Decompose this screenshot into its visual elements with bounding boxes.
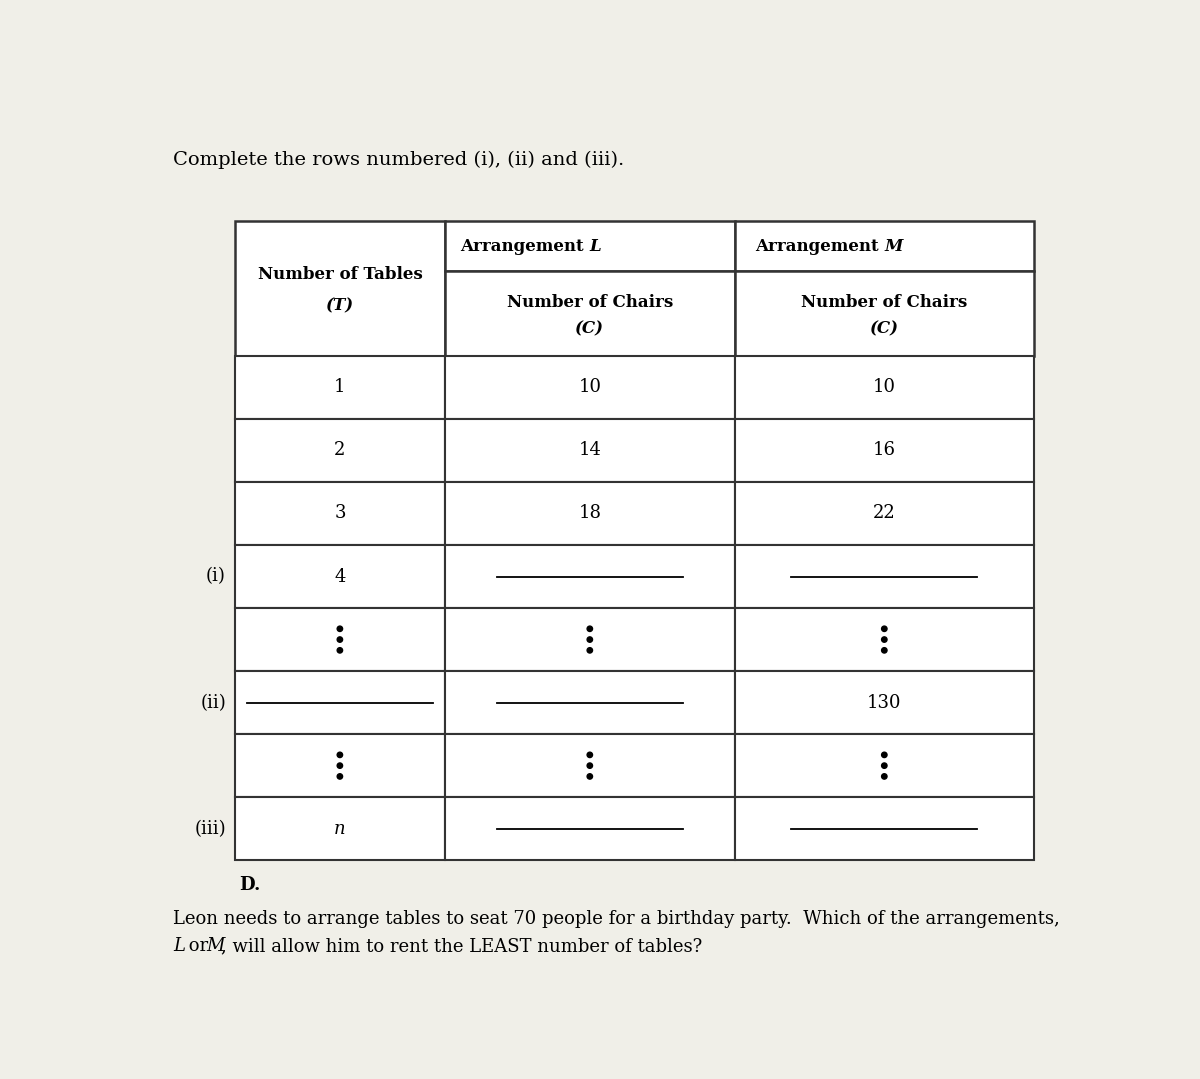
Bar xyxy=(444,545,736,609)
Text: , will allow him to rent the LEAST number of tables?: , will allow him to rent the LEAST numbe… xyxy=(221,938,702,955)
Bar xyxy=(444,482,736,545)
Bar xyxy=(736,221,1033,271)
Bar xyxy=(444,419,736,482)
Bar xyxy=(736,482,1033,545)
Text: Complete the rows numbered (i), (ii) and (iii).: Complete the rows numbered (i), (ii) and… xyxy=(173,150,624,168)
Bar xyxy=(736,419,1033,482)
Bar xyxy=(444,609,736,671)
Text: L: L xyxy=(590,237,601,255)
Bar xyxy=(736,797,1033,860)
Text: Number of Chairs: Number of Chairs xyxy=(802,295,967,311)
Bar xyxy=(736,609,1033,671)
Circle shape xyxy=(882,647,887,653)
Bar xyxy=(235,734,444,797)
Bar xyxy=(444,671,736,734)
Text: 2: 2 xyxy=(334,441,346,460)
Text: Arrangement: Arrangement xyxy=(755,237,884,255)
Text: (ii): (ii) xyxy=(200,694,226,712)
Circle shape xyxy=(882,752,887,757)
Bar xyxy=(235,609,444,671)
Text: D.: D. xyxy=(239,876,260,893)
Bar xyxy=(235,356,444,419)
Circle shape xyxy=(587,637,593,642)
Text: n: n xyxy=(334,820,346,837)
Bar xyxy=(736,271,1033,356)
Circle shape xyxy=(587,752,593,757)
Text: Number of Chairs: Number of Chairs xyxy=(506,295,673,311)
Text: 10: 10 xyxy=(578,379,601,396)
Circle shape xyxy=(882,774,887,779)
Bar xyxy=(444,734,736,797)
Bar xyxy=(235,671,444,734)
Circle shape xyxy=(337,647,342,653)
Text: Number of Tables: Number of Tables xyxy=(258,267,422,283)
Text: 14: 14 xyxy=(578,441,601,460)
Text: 18: 18 xyxy=(578,505,601,522)
Text: L: L xyxy=(173,938,185,955)
Text: 4: 4 xyxy=(334,568,346,586)
Text: M: M xyxy=(206,938,224,955)
Bar xyxy=(444,356,736,419)
Circle shape xyxy=(882,763,887,768)
Bar xyxy=(444,797,736,860)
Text: 3: 3 xyxy=(334,505,346,522)
Text: (C): (C) xyxy=(575,320,605,338)
Text: (i): (i) xyxy=(206,568,226,586)
Text: M: M xyxy=(884,237,902,255)
Text: or: or xyxy=(182,938,214,955)
Circle shape xyxy=(337,752,342,757)
Circle shape xyxy=(882,637,887,642)
Text: 22: 22 xyxy=(872,505,895,522)
Circle shape xyxy=(337,774,342,779)
Bar xyxy=(235,797,444,860)
Bar xyxy=(444,221,736,271)
Circle shape xyxy=(337,626,342,631)
Circle shape xyxy=(337,763,342,768)
Text: Arrangement: Arrangement xyxy=(461,237,590,255)
Circle shape xyxy=(882,626,887,631)
Text: Leon needs to arrange tables to seat 70 people for a birthday party.  Which of t: Leon needs to arrange tables to seat 70 … xyxy=(173,911,1060,928)
Bar xyxy=(444,271,736,356)
Bar xyxy=(736,545,1033,609)
Text: 16: 16 xyxy=(872,441,896,460)
Circle shape xyxy=(587,763,593,768)
Text: 1: 1 xyxy=(334,379,346,396)
Text: 130: 130 xyxy=(868,694,901,712)
Bar xyxy=(736,671,1033,734)
Circle shape xyxy=(587,626,593,631)
Bar xyxy=(736,734,1033,797)
Bar xyxy=(736,356,1033,419)
Circle shape xyxy=(587,774,593,779)
Text: (T): (T) xyxy=(326,297,354,314)
Bar xyxy=(235,221,444,356)
Bar xyxy=(235,482,444,545)
Circle shape xyxy=(587,647,593,653)
Bar xyxy=(235,545,444,609)
Circle shape xyxy=(337,637,342,642)
Text: (C): (C) xyxy=(870,320,899,338)
Text: (iii): (iii) xyxy=(194,820,226,837)
Text: 10: 10 xyxy=(872,379,896,396)
Bar xyxy=(235,419,444,482)
